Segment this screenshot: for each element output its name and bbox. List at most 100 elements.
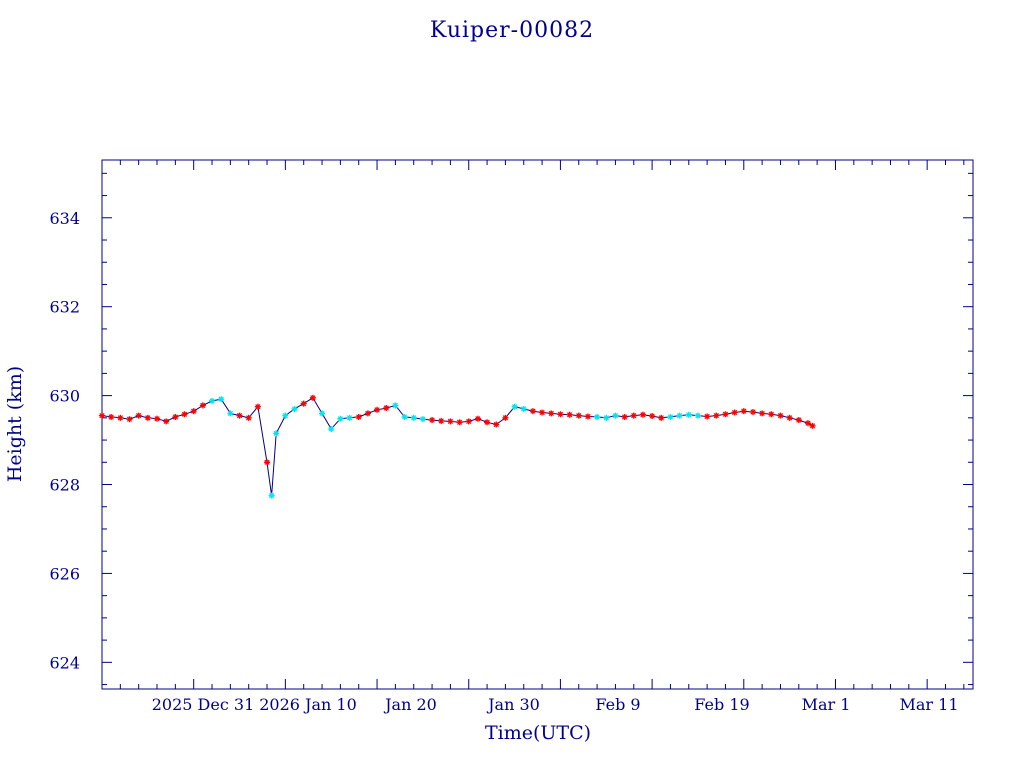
data-point [511, 403, 518, 410]
data-point [795, 417, 802, 424]
data-point-stroke [227, 410, 233, 417]
data-point-stroke [695, 412, 701, 419]
data-point [268, 492, 275, 499]
axis-ticks [101, 160, 973, 689]
data-point [163, 418, 170, 425]
data-point-stroke [383, 405, 389, 411]
data-point [108, 413, 115, 420]
data-point [603, 414, 610, 421]
data-point [319, 410, 326, 417]
data-point [447, 418, 454, 425]
data-point [126, 416, 133, 423]
data-point [566, 411, 573, 418]
data-point-stroke [809, 423, 816, 429]
data-point-stroke [264, 459, 270, 465]
data-point [401, 413, 408, 420]
data-point-stroke [741, 408, 747, 414]
data-point [465, 418, 472, 425]
data-point-stroke [291, 406, 298, 412]
data-point-stroke [420, 416, 426, 422]
data-point-stroke [392, 402, 399, 409]
y-tick-label: 626 [49, 564, 80, 583]
data-point-stroke [438, 418, 444, 424]
data-point-stroke [429, 417, 435, 423]
x-tick-label: Mar 11 [899, 695, 958, 714]
data-point [456, 419, 463, 426]
data-point [529, 408, 536, 415]
data-point [181, 411, 188, 418]
data-point [667, 413, 674, 420]
data-point [520, 405, 527, 412]
data-point-stroke [273, 430, 279, 437]
data-point-stroke [777, 412, 784, 419]
data-point-stroke [686, 412, 692, 418]
data-point-stroke [411, 415, 417, 421]
data-point-stroke [154, 416, 160, 422]
data-point-stroke [713, 412, 719, 419]
data-point-stroke [759, 410, 765, 417]
data-point-stroke [337, 416, 344, 422]
data-point-stroke [200, 402, 206, 409]
data-point-stroke [557, 411, 564, 417]
data-point [630, 412, 637, 419]
y-axis-label: Height (km) [4, 366, 26, 482]
data-point [594, 413, 601, 420]
data-point [658, 414, 665, 421]
data-point [346, 414, 353, 421]
data-point-stroke [328, 426, 334, 432]
data-point-stroke [209, 398, 215, 404]
data-point [300, 400, 307, 407]
data-point [227, 410, 234, 417]
data-point [144, 414, 151, 421]
data-point [639, 411, 646, 418]
data-point-stroke [246, 415, 252, 421]
x-tick-label: Feb 19 [694, 695, 749, 714]
data-point [474, 415, 481, 422]
series-layer [99, 394, 816, 499]
plot-frame [101, 159, 974, 690]
data-point-stroke [319, 410, 325, 417]
data-point [309, 394, 316, 401]
x-tick-label: Jan 30 [486, 695, 540, 714]
data-point-stroke [594, 414, 600, 420]
data-point-stroke [621, 414, 628, 420]
x-tick-label: 2025 Dec 31 [152, 695, 255, 714]
y-tick-label: 628 [49, 476, 80, 495]
y-tick-label: 624 [49, 653, 80, 672]
data-point [282, 412, 289, 419]
data-point-stroke [456, 419, 463, 425]
data-point-stroke [548, 410, 554, 417]
data-point [612, 412, 619, 419]
data-point [383, 405, 390, 412]
x-tick-label: Mar 1 [802, 695, 851, 714]
data-point [786, 414, 793, 421]
x-tick-label: 2026 Jan 10 [259, 695, 357, 714]
data-point [809, 422, 816, 429]
data-point-stroke [268, 493, 275, 499]
y-tick-label: 632 [49, 298, 80, 317]
data-point-stroke [704, 413, 710, 420]
data-point-stroke [475, 416, 481, 422]
data-point [364, 410, 371, 417]
data-point [337, 415, 344, 422]
data-point-stroke [576, 412, 582, 419]
data-point [749, 409, 756, 416]
data-point-stroke [191, 408, 197, 414]
data-point-stroke [374, 407, 380, 413]
data-point-stroke [136, 412, 142, 419]
data-point [759, 410, 766, 417]
data-point [713, 412, 720, 419]
data-point-stroke [658, 415, 664, 421]
data-point-stroke [356, 414, 362, 420]
data-point-stroke [145, 415, 151, 421]
data-point-stroke [493, 421, 499, 428]
data-point-stroke [218, 396, 224, 402]
data-point [621, 413, 628, 420]
data-point [328, 425, 335, 432]
data-point-stroke [172, 414, 178, 420]
x-tick-label: Feb 9 [595, 695, 640, 714]
data-point [172, 413, 179, 420]
data-point [502, 414, 509, 421]
data-point-stroke [722, 411, 729, 417]
series-line [101, 397, 813, 496]
